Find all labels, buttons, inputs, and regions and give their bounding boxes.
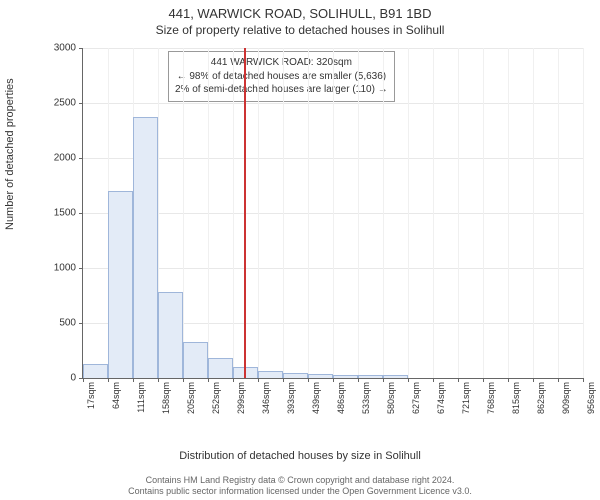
ytick-label: 1000 [32, 263, 76, 274]
xtick-label: 252sqm [211, 382, 221, 414]
xtick-mark [283, 378, 284, 382]
xtick-label: 721sqm [461, 382, 471, 414]
chart-container: 441, WARWICK ROAD, SOLIHULL, B91 1BD Siz… [0, 0, 600, 500]
gridline-v [408, 48, 409, 378]
info-box-line: 441 WARWICK ROAD: 320sqm [175, 56, 388, 70]
footer-line-1: Contains HM Land Registry data © Crown c… [0, 475, 600, 487]
xtick-mark [208, 378, 209, 382]
xtick-label: 909sqm [561, 382, 571, 414]
xtick-label: 627sqm [411, 382, 421, 414]
histogram-bar [258, 371, 283, 378]
ytick-mark [79, 213, 83, 214]
footer: Contains HM Land Registry data © Crown c… [0, 475, 600, 498]
xtick-label: 205sqm [186, 382, 196, 414]
ytick-mark [79, 268, 83, 269]
xtick-mark [383, 378, 384, 382]
xtick-mark [358, 378, 359, 382]
histogram-bar [383, 375, 408, 378]
gridline-v [558, 48, 559, 378]
xtick-mark [258, 378, 259, 382]
xtick-label: 486sqm [336, 382, 346, 414]
ytick-label: 1500 [32, 208, 76, 219]
xtick-mark [458, 378, 459, 382]
ytick-label: 3000 [32, 43, 76, 54]
xtick-label: 768sqm [486, 382, 496, 414]
xtick-label: 956sqm [586, 382, 596, 414]
xtick-mark [233, 378, 234, 382]
xtick-mark [558, 378, 559, 382]
xtick-label: 674sqm [436, 382, 446, 414]
info-box-line: ← 98% of detached houses are smaller (5,… [175, 70, 388, 84]
xtick-label: 64sqm [111, 382, 121, 409]
xtick-mark [83, 378, 84, 382]
histogram-bar [358, 375, 383, 378]
gridline-v [208, 48, 209, 378]
gridline-v [533, 48, 534, 378]
ytick-label: 2500 [32, 98, 76, 109]
xtick-mark [333, 378, 334, 382]
page-subtitle: Size of property relative to detached ho… [0, 21, 600, 37]
plot: 441 WARWICK ROAD: 320sqm← 98% of detache… [82, 48, 583, 379]
histogram-bar [108, 191, 133, 378]
gridline-v [583, 48, 584, 378]
histogram-bar [83, 364, 108, 378]
xtick-label: 580sqm [386, 382, 396, 414]
gridline-v [483, 48, 484, 378]
histogram-bar [308, 374, 333, 378]
gridline-v [233, 48, 234, 378]
ytick-mark [79, 48, 83, 49]
xtick-mark [483, 378, 484, 382]
gridline-v [458, 48, 459, 378]
ytick-mark [79, 323, 83, 324]
ytick-label: 2000 [32, 153, 76, 164]
xtick-label: 299sqm [236, 382, 246, 414]
xtick-label: 17sqm [86, 382, 96, 409]
histogram-bar [208, 358, 233, 378]
footer-line-2: Contains public sector information licen… [0, 486, 600, 498]
histogram-bar [158, 292, 183, 378]
xtick-label: 439sqm [311, 382, 321, 414]
gridline-v [333, 48, 334, 378]
histogram-bar [133, 117, 158, 378]
gridline-v [508, 48, 509, 378]
histogram-bar [333, 375, 358, 378]
histogram-bar [283, 373, 308, 378]
gridline-v [358, 48, 359, 378]
xtick-mark [533, 378, 534, 382]
xtick-mark [408, 378, 409, 382]
xtick-mark [108, 378, 109, 382]
xtick-mark [133, 378, 134, 382]
xtick-label: 346sqm [261, 382, 271, 414]
y-axis-label: Number of detached properties [4, 78, 16, 230]
xtick-mark [308, 378, 309, 382]
ytick-label: 0 [32, 373, 76, 384]
info-box-line: 2% of semi-detached houses are larger (1… [175, 83, 388, 97]
gridline-v [308, 48, 309, 378]
histogram-bar [183, 342, 208, 378]
x-axis-label: Distribution of detached houses by size … [0, 450, 600, 462]
xtick-label: 393sqm [286, 382, 296, 414]
xtick-label: 111sqm [136, 382, 146, 413]
xtick-label: 815sqm [511, 382, 521, 414]
xtick-label: 862sqm [536, 382, 546, 414]
gridline-v [433, 48, 434, 378]
xtick-mark [433, 378, 434, 382]
marker-line [244, 48, 246, 378]
xtick-mark [183, 378, 184, 382]
page-title: 441, WARWICK ROAD, SOLIHULL, B91 1BD [0, 0, 600, 21]
ytick-mark [79, 103, 83, 104]
ytick-mark [79, 158, 83, 159]
ytick-label: 500 [32, 318, 76, 329]
xtick-label: 533sqm [361, 382, 371, 414]
xtick-mark [158, 378, 159, 382]
gridline-v [183, 48, 184, 378]
gridline-v [283, 48, 284, 378]
gridline-v [258, 48, 259, 378]
xtick-label: 158sqm [161, 382, 171, 414]
gridline-v [383, 48, 384, 378]
xtick-mark [583, 378, 584, 382]
info-box: 441 WARWICK ROAD: 320sqm← 98% of detache… [168, 51, 395, 102]
plot-area: 441 WARWICK ROAD: 320sqm← 98% of detache… [52, 48, 582, 418]
xtick-mark [508, 378, 509, 382]
